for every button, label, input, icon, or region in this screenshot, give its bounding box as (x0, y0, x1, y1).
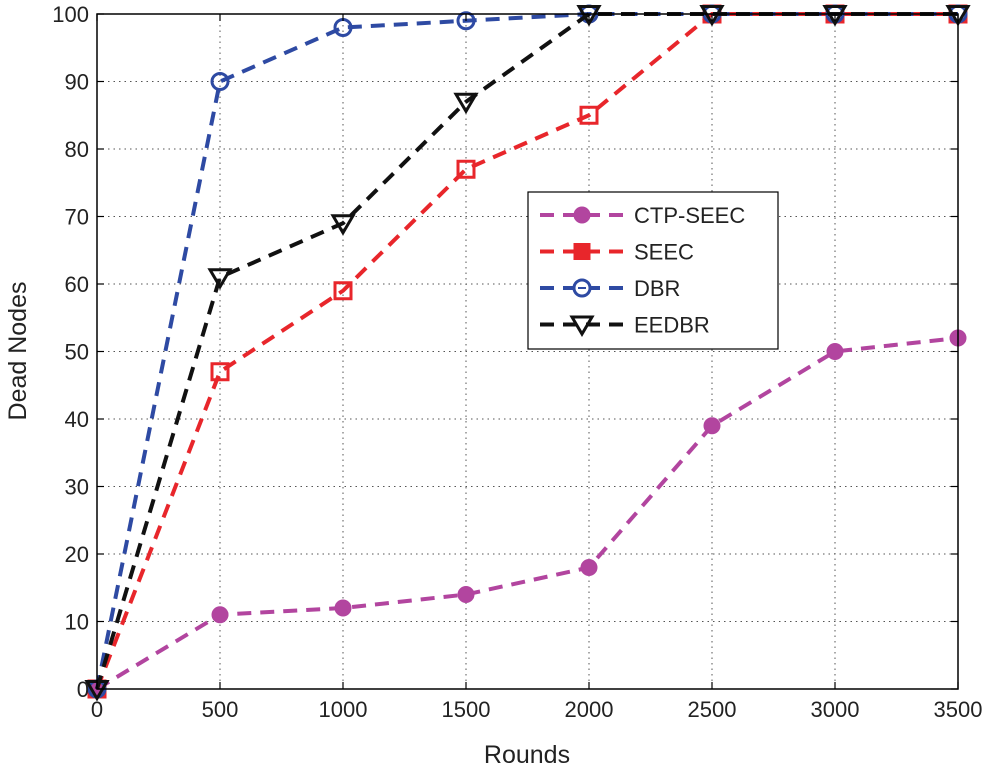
x-tick-label: 3500 (934, 697, 983, 722)
ticks: 0 500 1000 1500 2000 2500 3000 3500 0 10 20 30 40 50 6… (52, 2, 982, 722)
y-tick-label: 90 (65, 70, 89, 95)
legend-marker (573, 243, 591, 260)
data-point (330, 214, 356, 236)
legend-label: DBR (634, 276, 680, 301)
data-point (945, 5, 971, 27)
y-tick-label: 60 (65, 272, 89, 297)
data-point (580, 559, 598, 576)
legend-entry: DBR (540, 276, 680, 301)
grid (97, 14, 958, 689)
legend-entry: EEDBR (540, 313, 710, 338)
data-point (333, 281, 353, 301)
data-point (210, 72, 230, 91)
x-tick-label: 3000 (811, 697, 860, 722)
x-tick-label: 0 (91, 697, 103, 722)
legend-entry: CTP-SEEC (540, 203, 745, 228)
x-tick-label: 2000 (565, 697, 614, 722)
legend: CTP-SEEC SEEC DBR EEDBR (527, 191, 779, 350)
data-point (822, 5, 848, 27)
series-layer (84, 4, 971, 702)
y-axis-label: Dead Nodes (4, 282, 32, 421)
y-tick-label: 80 (65, 137, 89, 162)
data-point (211, 606, 229, 624)
y-tick-label: 20 (65, 542, 89, 567)
legend-marker (573, 206, 591, 224)
data-point (699, 5, 725, 27)
y-tick-label: 0 (77, 677, 89, 702)
data-point (703, 417, 721, 435)
data-point (456, 11, 476, 31)
legend-entry: SEEC (540, 240, 694, 265)
data-point (453, 92, 479, 115)
data-point (210, 362, 230, 382)
x-tick-label: 2500 (688, 697, 737, 722)
data-point (457, 586, 475, 603)
x-tick-label: 1000 (319, 697, 368, 722)
data-point (576, 5, 602, 27)
y-tick-label: 30 (65, 475, 89, 500)
legend-label: SEEC (634, 240, 694, 265)
y-tick-label: 50 (65, 340, 89, 365)
data-point (826, 343, 844, 360)
y-tick-label: 40 (65, 407, 89, 432)
data-point (207, 268, 233, 290)
data-point (456, 159, 476, 179)
series-ctp-seec (88, 329, 967, 698)
data-point (334, 599, 352, 617)
legend-label: CTP-SEEC (634, 203, 745, 228)
y-tick-label: 70 (65, 205, 89, 230)
series-line (95, 336, 959, 691)
y-tick-label: 100 (52, 2, 89, 27)
data-point (579, 105, 599, 125)
x-tick-label: 1500 (442, 697, 491, 722)
y-tick-label: 10 (65, 610, 89, 635)
x-axis-label: Rounds (484, 741, 570, 769)
x-tick-label: 500 (202, 697, 239, 722)
legend-marker (569, 315, 595, 337)
legend-label: EEDBR (634, 313, 710, 338)
